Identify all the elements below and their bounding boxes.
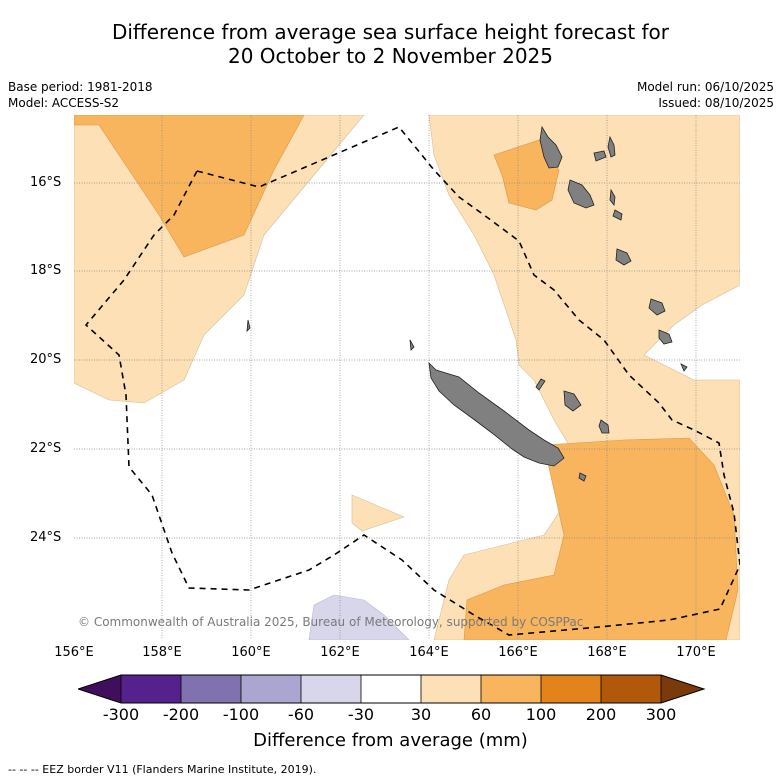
lat-label-16s: 16°S: [30, 175, 62, 190]
lon-label-160: 160°E: [231, 645, 271, 660]
colorbar-label: Difference from average (mm): [253, 730, 528, 751]
lon-label-162: 162°E: [320, 645, 360, 660]
colorbar-tick-neg100: -100: [222, 705, 260, 724]
colorbar-swatch-30-60: [421, 675, 481, 703]
colorbar-tick-neg200: -200: [162, 705, 200, 724]
colorbar-tick-30: 30: [410, 705, 432, 724]
lat-label-22s: 22°S: [30, 441, 62, 456]
colorbar-swatch-neg200-neg100: [181, 675, 241, 703]
vanuatu-ambrym: [609, 188, 616, 206]
anomaly-area-negative: [308, 594, 410, 640]
model-name: Model: ACCESS-S2: [8, 96, 120, 110]
lon-label-166: 166°E: [498, 645, 538, 660]
colorbar-tick-neg60: -60: [287, 705, 315, 724]
vanuatu-epi: [612, 209, 623, 221]
vanuatu-efate: [615, 248, 632, 266]
lat-label-18s: 18°S: [30, 263, 62, 278]
eez-border: [84, 126, 740, 636]
model-run: Model run: 06/10/2025: [636, 80, 774, 94]
chart-title-line1: Difference from average sea surface heig…: [111, 20, 670, 44]
vanuatu-tanna: [658, 329, 673, 345]
vanuatu-aneityum: [680, 363, 688, 372]
colorbar-tick-neg300: -300: [102, 705, 140, 724]
chesterfield-islands: [246, 319, 251, 333]
graticule: [74, 115, 740, 640]
anomaly-area-south-islet: [351, 494, 405, 532]
loyalty-islands-mare: [598, 419, 610, 434]
colorbar-swatch-neg100-neg60: [241, 675, 301, 703]
chart-title-line2: 20 October to 2 November 2025: [227, 44, 554, 68]
lon-label-164: 164°E: [409, 645, 449, 660]
belep-islands: [409, 339, 415, 351]
colorbar-dividers: [120, 675, 662, 703]
colorbar-tick-300: 300: [645, 705, 677, 724]
colorbar-arrow-low: [78, 675, 121, 703]
lon-label-170: 170°E: [676, 645, 716, 660]
map-panel: © Commonwealth of Australia 2025, Bureau…: [74, 115, 740, 640]
vanuatu-espiritu-santo: [539, 125, 563, 169]
colorbar-swatch-100-200: [541, 675, 601, 703]
colorbar-tick-neg30: -30: [347, 705, 375, 724]
land-masses: [246, 125, 688, 482]
base-period: Base period: 1981-2018: [8, 80, 153, 94]
colorbar-tick-200: 200: [585, 705, 617, 724]
colorbar-swatch-neg60-neg30: [301, 675, 361, 703]
loyalty-islands-ouvea: [535, 378, 546, 391]
vanuatu-ambae: [593, 150, 607, 162]
ile-des-pins: [578, 472, 587, 482]
vanuatu-maewo: [607, 135, 616, 158]
colorbar-arrow-high: [661, 675, 704, 703]
colorbar: [78, 674, 706, 704]
copyright-notice: © Commonwealth of Australia 2025, Bureau…: [78, 615, 583, 629]
colorbar-tick-60: 60: [470, 705, 492, 724]
loyalty-islands-lifou: [563, 390, 582, 412]
anomaly-area-southeast-core: [463, 437, 739, 640]
colorbar-tick-100: 100: [525, 705, 557, 724]
colorbar-swatch-neg300-neg200: [121, 675, 181, 703]
lat-label-20s: 20°S: [30, 352, 62, 367]
new-caledonia-grande-terre: [428, 361, 565, 467]
colorbar-swatch-200-300: [601, 675, 661, 703]
colorbar-swatch-60-100: [481, 675, 541, 703]
lat-label-24s: 24°S: [30, 530, 62, 545]
lon-label-158: 158°E: [142, 645, 182, 660]
lon-label-168: 168°E: [587, 645, 627, 660]
vanuatu-malekula: [567, 179, 595, 209]
issued-date: Issued: 08/10/2025: [658, 96, 774, 110]
colorbar-swatch-neg30-30: [361, 675, 421, 703]
eez-footnote: -- -- -- EEZ border V11 (Flanders Marine…: [8, 763, 317, 776]
lon-label-156: 156°E: [54, 645, 94, 660]
vanuatu-erromango: [648, 298, 666, 316]
